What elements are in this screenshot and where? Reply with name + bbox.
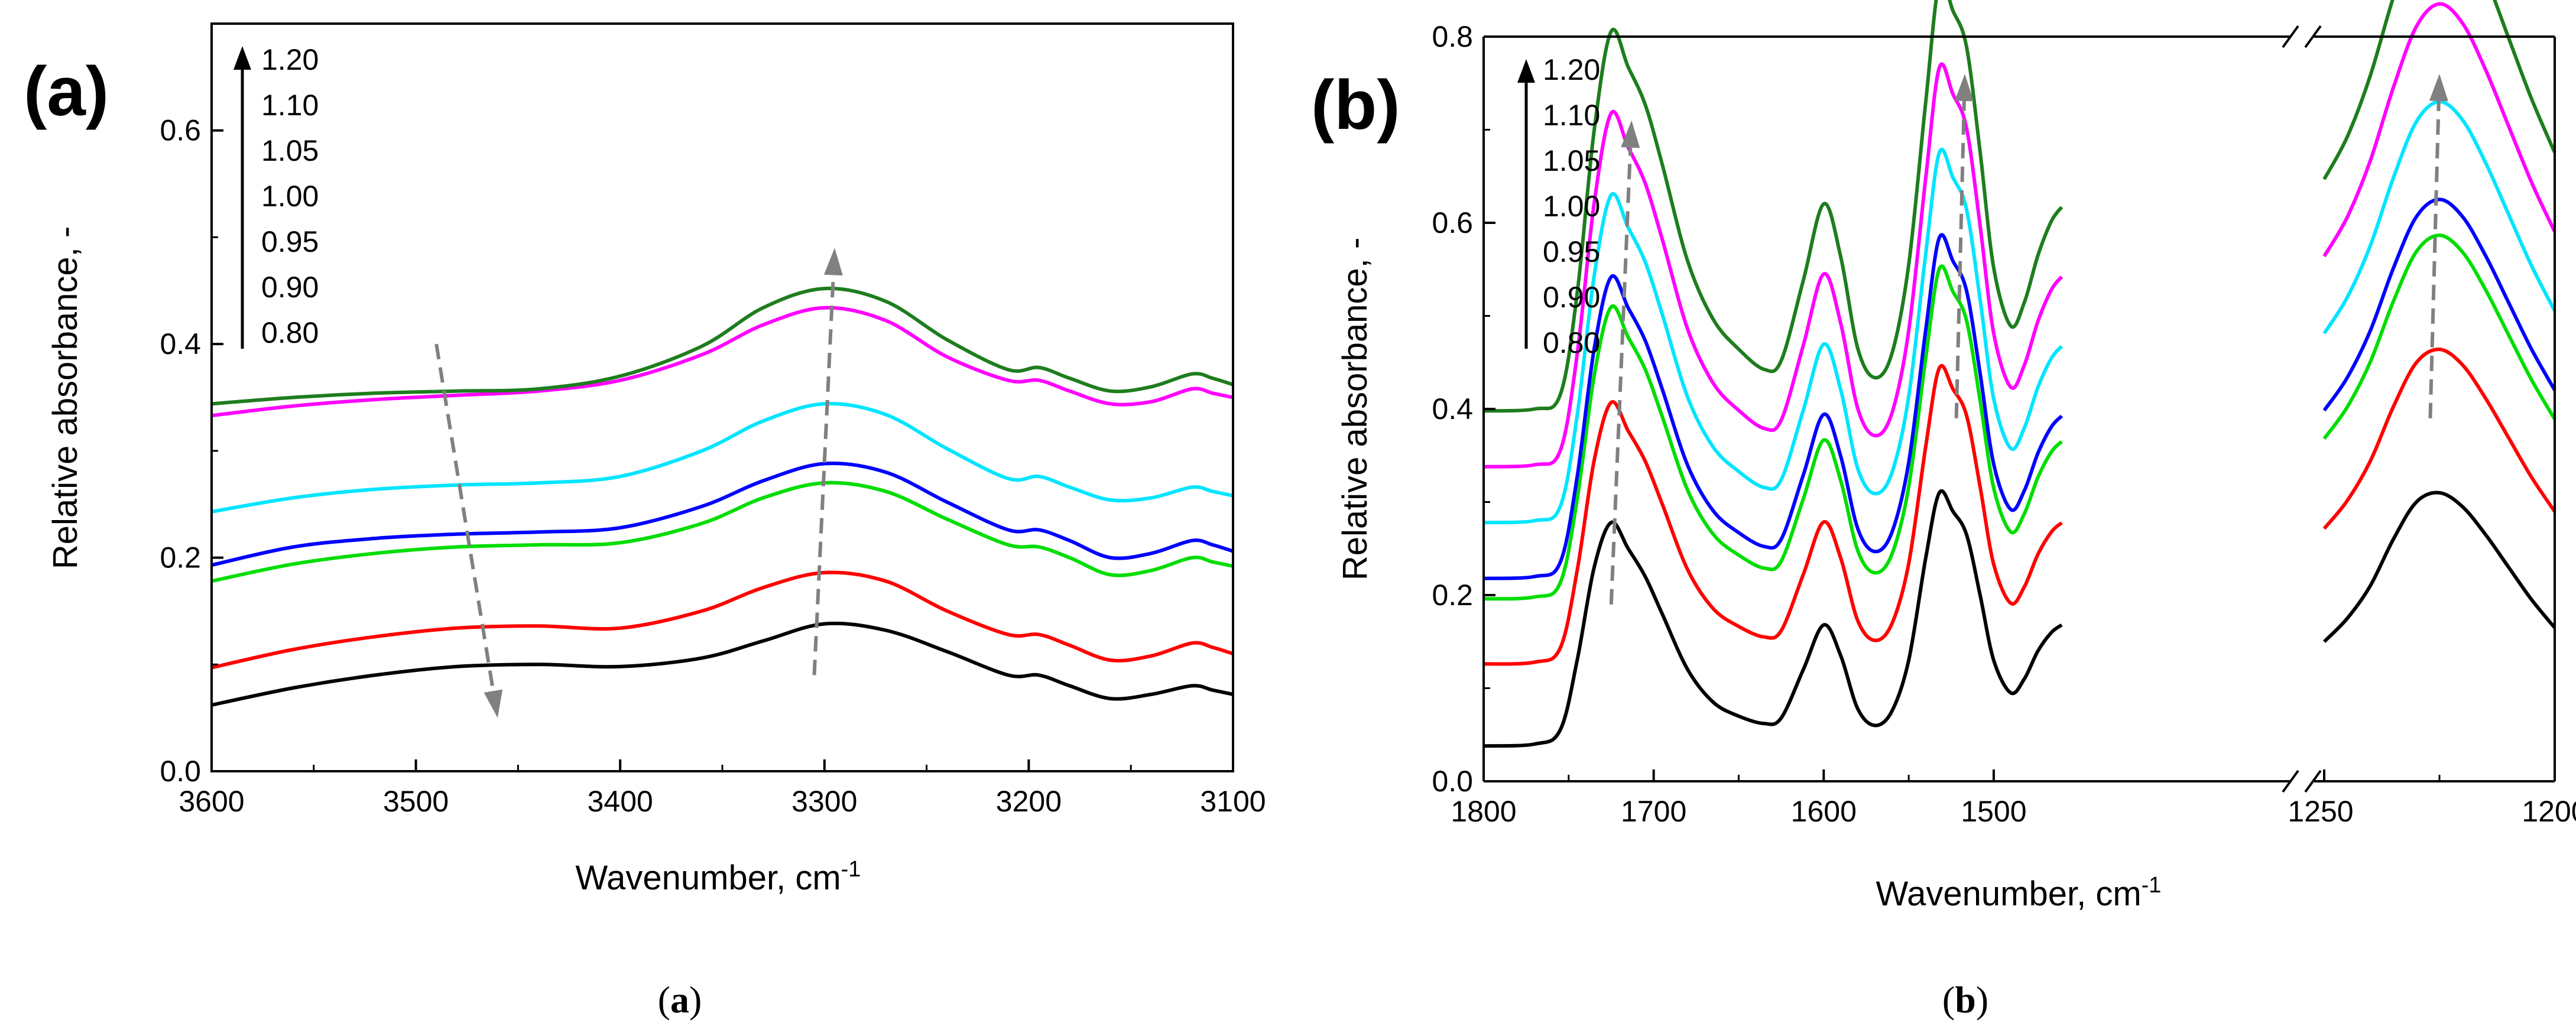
panel-a-x-tick-label: 3300	[791, 785, 857, 818]
panel-b-letter: (b)	[1311, 66, 1400, 144]
panel-a-y-axis: 0.0 0.2 0.4 0.6	[160, 22, 223, 788]
panel-a-trend-arrow-up	[812, 248, 843, 675]
panel-b-series-line-0.90-left	[1483, 364, 2063, 666]
panel-b-series-line-1.05-right	[2322, 100, 2556, 334]
panel-a-series-group	[211, 286, 1234, 707]
panel-b-y-tick-label: 0.4	[1432, 392, 1473, 426]
panel-b-y-axis: 0.0 0.2 0.4 0.6 0.8	[1432, 20, 1495, 798]
panel-a-x-tick-label: 3100	[1200, 785, 1266, 818]
panel-b-legend-label: 1.20	[1543, 53, 1600, 86]
panel-b-series-line-1.10-right	[2322, 2, 2556, 258]
panel-b-series-line-0.80-left	[1483, 489, 2063, 748]
panel-b-y-tick-label: 0.8	[1432, 20, 1473, 53]
panel-a-series-line-1.20	[211, 286, 1234, 406]
panel-a-legend-label: 0.95	[261, 225, 319, 258]
panel-b-x-tick-label: 1700	[1621, 795, 1686, 828]
panel-b-series-line-1.10-left	[1483, 62, 2064, 469]
panel-a-legend-label: 1.10	[261, 89, 319, 122]
panel-b-legend-label: 1.10	[1543, 99, 1600, 132]
panel-b-y-tick-label: 0.6	[1432, 206, 1473, 239]
panel-b-trend-arrow-up	[2428, 74, 2448, 418]
panel-a-trend-arrow-down	[434, 343, 503, 718]
panel-a-x-tick-label: 3200	[996, 785, 1062, 818]
panel-b-series-line-1.20-right	[2322, 0, 2556, 180]
panel-b-trend-arrow-up	[1954, 74, 1974, 418]
panel-b-series-group	[1483, 0, 2556, 748]
panel-b-legend-label: 0.95	[1543, 235, 1600, 268]
panel-a-legend-arrowhead	[233, 46, 251, 70]
panel-b-legend-arrowhead	[1517, 59, 1535, 83]
panel-a-legend: 1.20 1.10 1.05 1.00 0.95 0.90 0.80	[233, 43, 319, 349]
panel-a-x-tick-label: 3600	[179, 785, 244, 818]
panel-a-legend-label: 0.80	[261, 316, 319, 349]
panel-a-legend-label: 1.20	[261, 43, 319, 76]
panel-a-x-tick-label: 3400	[588, 785, 653, 818]
panel-a-series-line-0.80	[211, 621, 1234, 707]
panel-a-series-line-1.10	[211, 306, 1234, 418]
panel-b-x-axis-title: Wavenumber, cm-1	[1876, 873, 2162, 913]
panel-b-series-line-0.90-right	[2322, 348, 2556, 530]
panel-b-x-tick-label: 1800	[1451, 795, 1516, 828]
panel-b-x-tick-label: 1600	[1791, 795, 1857, 828]
panel-b-axis-break-bottom	[2282, 769, 2322, 793]
panel-b-series-line-1.20-left	[1483, 0, 2064, 413]
panel-a-series-line-1.05	[211, 402, 1234, 514]
panel-a-series-line-1.00	[211, 462, 1234, 567]
panel-b-series-line-1.00-right	[2322, 197, 2556, 412]
panel-b-axis-break-top	[2282, 25, 2322, 48]
panel-a-letter: (a)	[24, 53, 109, 131]
panel-a-legend-label: 1.05	[261, 134, 319, 167]
panel-b-y-tick-label: 0.0	[1432, 765, 1473, 798]
panel-b-series-line-0.95-right	[2322, 233, 2556, 440]
panel-b-series-line-1.05-left	[1483, 147, 2064, 525]
panel-b-x-tick-label: 1500	[1961, 795, 2026, 828]
panel-a-x-tick-label: 3500	[383, 785, 449, 818]
panel-b-legend: 1.20 1.10 1.05 1.00 0.95 0.90 0.80	[1517, 53, 1600, 359]
panel-b-y-tick-label: 0.2	[1432, 579, 1473, 612]
panel-a-y-tick-label: 0.2	[160, 541, 201, 574]
panel-a-x-axis-title: Wavenumber, cm-1	[576, 857, 861, 897]
panel-b-plot-frame	[1482, 18, 2556, 800]
panel-b-series-line-1.00-left	[1483, 233, 2064, 580]
panel-a: (a) 3600 3500 3400 3300 3200 3100 0.00.20.40.…	[24, 22, 1266, 1021]
panel-a-y-tick-label: 0.4	[160, 327, 201, 361]
panel-a-trend-arrows	[434, 248, 843, 718]
panel-a-y-tick-label: 0.0	[160, 755, 201, 788]
panel-a-legend-label: 1.00	[261, 180, 319, 213]
panel-a-caption: (a)	[658, 979, 702, 1021]
panel-b-legend-label: 0.80	[1543, 326, 1600, 359]
panel-a-x-axis: 3600 3500 3400 3300 3200 3100	[179, 759, 1266, 818]
panel-b-legend-label: 1.05	[1543, 144, 1600, 177]
panel-b-caption: (b)	[1942, 979, 1988, 1021]
panel-b-legend-label: 0.90	[1543, 281, 1600, 314]
panel-a-y-tick-label: 0.6	[160, 114, 201, 147]
panel-a-series-line-0.90	[211, 570, 1234, 670]
panel-b-legend-label: 1.00	[1543, 190, 1600, 223]
panel-b-trend-arrow-up	[1609, 120, 1640, 605]
panel-b-y-axis-title: Relative absorbance, -	[1336, 238, 1374, 580]
panel-b-trend-arrows	[1609, 74, 2448, 605]
panel-b-series-line-0.95-left	[1483, 264, 2064, 601]
panel-a-y-axis-title: Relative absorbance, -	[46, 226, 85, 569]
panel-b-x-tick-label: 1250	[2288, 795, 2353, 828]
panel-a-legend-label: 0.90	[261, 271, 319, 304]
panel-a-plot-frame	[210, 22, 1234, 772]
panel-b-series-line-0.80-right	[2322, 491, 2556, 643]
